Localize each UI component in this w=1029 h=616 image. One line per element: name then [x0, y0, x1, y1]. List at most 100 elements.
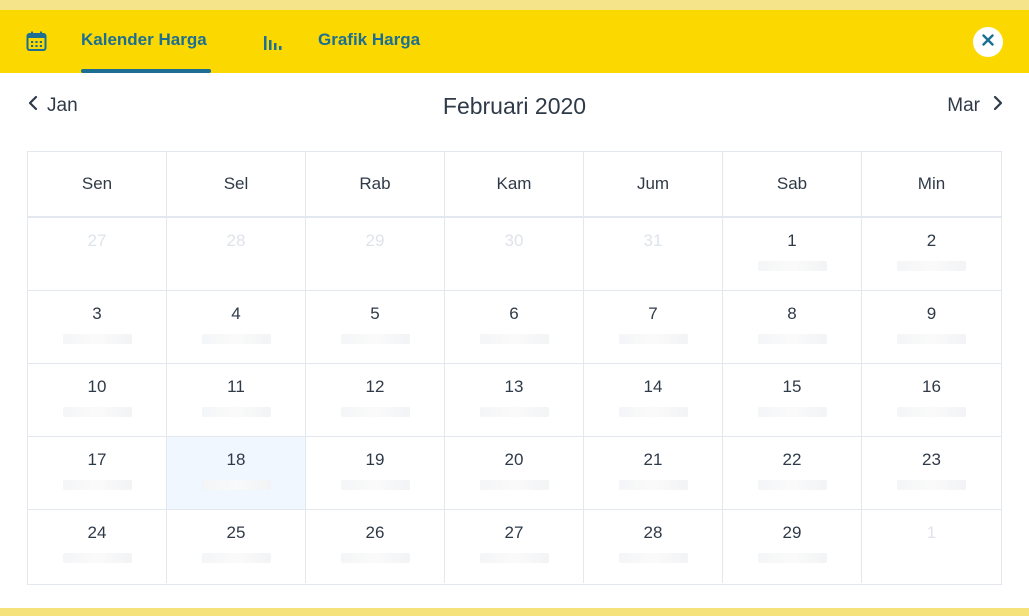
calendar-day[interactable]: 5: [306, 291, 445, 364]
calendar-day: 1: [862, 510, 1001, 583]
next-month-label: Mar: [947, 95, 980, 116]
day-price-placeholder: [618, 407, 688, 417]
day-number: 3: [92, 304, 102, 323]
calendar-day[interactable]: 15: [723, 364, 862, 437]
day-number: 22: [782, 450, 802, 469]
day-number: 8: [787, 304, 797, 323]
day-price-placeholder: [479, 480, 549, 490]
day-number: 10: [87, 377, 107, 396]
day-price-placeholder: [201, 334, 271, 344]
day-price-placeholder: [618, 334, 688, 344]
calendar-day[interactable]: 2: [862, 218, 1001, 291]
calendar-day[interactable]: 25: [167, 510, 306, 583]
calendar-day[interactable]: 12: [306, 364, 445, 437]
calendar-day[interactable]: 10: [28, 364, 167, 437]
tab-kalender-harga[interactable]: Kalender Harga: [26, 10, 216, 73]
next-month-button[interactable]: Mar: [947, 95, 1003, 117]
day-price-placeholder: [896, 334, 967, 344]
header-bar: Kalender Harga Grafik Harga: [0, 0, 1029, 73]
calendar-day[interactable]: 20: [445, 437, 584, 510]
day-number: 12: [365, 377, 385, 396]
calendar-day[interactable]: 14: [584, 364, 723, 437]
calendar-day: 27: [28, 218, 167, 291]
chevron-right-icon: [993, 95, 1003, 117]
day-number: 1: [926, 523, 937, 542]
calendar-day[interactable]: 23: [862, 437, 1001, 510]
weekday-label: Rab: [306, 152, 445, 216]
calendar-day[interactable]: 11: [167, 364, 306, 437]
calendar-day: 28: [167, 218, 306, 291]
day-price-placeholder: [896, 261, 967, 271]
calendar-day[interactable]: 24: [28, 510, 167, 583]
day-number: 29: [365, 231, 385, 250]
month-navigation: Jan Februari 2020 Mar: [0, 73, 1029, 145]
calendar-day-selected[interactable]: 18: [167, 437, 306, 510]
calendar-day[interactable]: 6: [445, 291, 584, 364]
calendar-day[interactable]: 27: [445, 510, 584, 583]
calendar-day[interactable]: 17: [28, 437, 167, 510]
calendar-day: 29: [306, 218, 445, 291]
day-price-placeholder: [340, 407, 410, 417]
day-price-placeholder: [201, 480, 271, 490]
weekday-label: Sen: [28, 152, 167, 216]
close-button[interactable]: [973, 27, 1003, 57]
day-number: 5: [370, 304, 380, 323]
tab-grafik-harga[interactable]: Grafik Harga: [263, 10, 433, 73]
active-tab-indicator: [81, 69, 211, 73]
calendar-day[interactable]: 1: [723, 218, 862, 291]
calendar-days: 27 28 29 30 31 1 2 3 4 5 6 7 8 9 10 11 12 13 14 15 16 17 18 19 2…: [28, 218, 1001, 583]
calendar-day[interactable]: 21: [584, 437, 723, 510]
calendar-day[interactable]: 4: [167, 291, 306, 364]
day-number: 18: [226, 450, 246, 469]
day-price-placeholder: [757, 480, 827, 490]
day-price-placeholder: [340, 480, 410, 490]
calendar-day[interactable]: 22: [723, 437, 862, 510]
day-number: 28: [643, 523, 663, 542]
month-title: Februari 2020: [442, 93, 587, 119]
day-number: 13: [504, 377, 524, 396]
day-price-placeholder: [62, 407, 132, 417]
day-number: 15: [782, 377, 802, 396]
prev-month-button[interactable]: Jan: [28, 95, 78, 117]
calendar-day[interactable]: 19: [306, 437, 445, 510]
calendar-day[interactable]: 28: [584, 510, 723, 583]
day-number: 29: [782, 523, 802, 542]
day-number: 21: [643, 450, 663, 469]
day-price-placeholder: [479, 407, 549, 417]
day-number: 16: [922, 377, 941, 396]
calendar-day[interactable]: 26: [306, 510, 445, 583]
calendar-icon: [26, 31, 47, 52]
calendar-day[interactable]: 3: [28, 291, 167, 364]
calendar-day[interactable]: 9: [862, 291, 1001, 364]
calendar-day[interactable]: 16: [862, 364, 1001, 437]
day-number: 24: [87, 523, 107, 542]
calendar-day[interactable]: 13: [445, 364, 584, 437]
day-price-placeholder: [618, 553, 688, 563]
calendar-day[interactable]: 7: [584, 291, 723, 364]
day-number: 27: [504, 523, 524, 542]
day-price-placeholder: [757, 553, 827, 563]
weekday-label: Sab: [723, 152, 862, 216]
calendar-day[interactable]: 8: [723, 291, 862, 364]
day-price-placeholder: [340, 553, 410, 563]
day-price-placeholder: [62, 480, 132, 490]
day-number: 7: [648, 304, 658, 323]
day-price-placeholder: [618, 480, 688, 490]
day-number: 2: [926, 231, 937, 250]
bar-chart-icon: [263, 34, 283, 51]
day-number: 17: [87, 450, 107, 469]
day-price-placeholder: [896, 480, 967, 490]
day-number: 30: [504, 231, 524, 250]
day-number: 19: [365, 450, 385, 469]
calendar-day[interactable]: 29: [723, 510, 862, 583]
day-price-placeholder: [201, 553, 271, 563]
day-number: 23: [922, 450, 941, 469]
weekday-label: Sel: [167, 152, 306, 216]
day-number: 6: [509, 304, 519, 323]
tab-grafik-harga-label: Grafik Harga: [318, 30, 421, 49]
close-icon: [982, 33, 994, 51]
day-number: 9: [926, 304, 937, 323]
calendar-day: 31: [584, 218, 723, 291]
prev-month-label: Jan: [47, 95, 78, 116]
